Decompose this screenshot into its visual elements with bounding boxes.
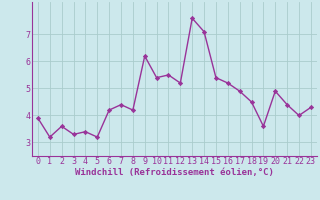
X-axis label: Windchill (Refroidissement éolien,°C): Windchill (Refroidissement éolien,°C) xyxy=(75,168,274,177)
